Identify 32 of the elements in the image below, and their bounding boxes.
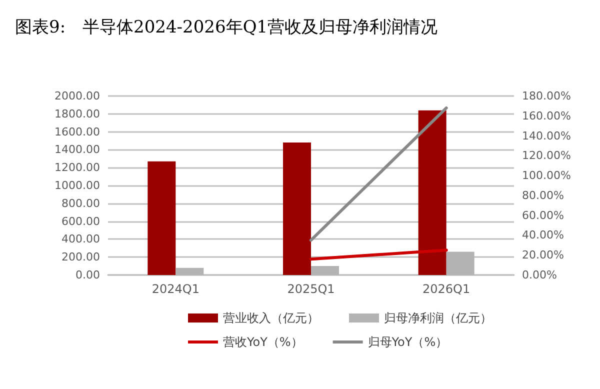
y-tick-label: 600.00 bbox=[62, 214, 100, 228]
y2-tick-label: 20.00% bbox=[522, 248, 564, 262]
x-tick-label: 2025Q1 bbox=[287, 282, 335, 296]
y-tick-label: 1400.00 bbox=[54, 143, 100, 156]
y-tick-label: 200.00 bbox=[62, 250, 100, 264]
y2-tick-label: 80.00% bbox=[522, 188, 564, 202]
bar bbox=[418, 110, 446, 275]
y-tick-label: 2000.00 bbox=[54, 90, 100, 102]
y-tick-label: 400.00 bbox=[62, 232, 100, 246]
bar bbox=[148, 161, 176, 275]
y-tick-label: 1200.00 bbox=[54, 161, 100, 174]
x-tick-label: 2026Q1 bbox=[422, 282, 470, 296]
y-tick-label: 1600.00 bbox=[54, 125, 100, 138]
legend-label: 归母YoY（%） bbox=[368, 335, 448, 349]
y2-tick-label: 40.00% bbox=[522, 228, 564, 242]
legend-label: 归母净利润（亿元） bbox=[384, 311, 492, 325]
chart-title: 图表9: 半导体2024-2026年Q1营收及归母净利润情况 bbox=[15, 18, 438, 38]
y-tick-label: 1000.00 bbox=[54, 179, 100, 192]
y2-tick-label: 180.00% bbox=[522, 90, 571, 102]
y2-tick-label: 0.00% bbox=[522, 268, 557, 282]
x-tick-label: 2024Q1 bbox=[152, 282, 200, 296]
legend-label: 营收YoY（%） bbox=[223, 335, 303, 349]
bar bbox=[283, 142, 311, 275]
y2-tick-label: 120.00% bbox=[522, 149, 571, 162]
y2-tick-label: 160.00% bbox=[522, 109, 571, 122]
y-tick-label: 0.00 bbox=[76, 268, 100, 282]
y2-tick-label: 140.00% bbox=[522, 129, 571, 142]
y-tick-label: 800.00 bbox=[62, 196, 100, 210]
y2-tick-label: 100.00% bbox=[522, 169, 571, 182]
legend-label: 营业收入（亿元） bbox=[223, 311, 319, 325]
y-tick-label: 1800.00 bbox=[54, 107, 100, 120]
y2-tick-label: 60.00% bbox=[522, 208, 564, 222]
